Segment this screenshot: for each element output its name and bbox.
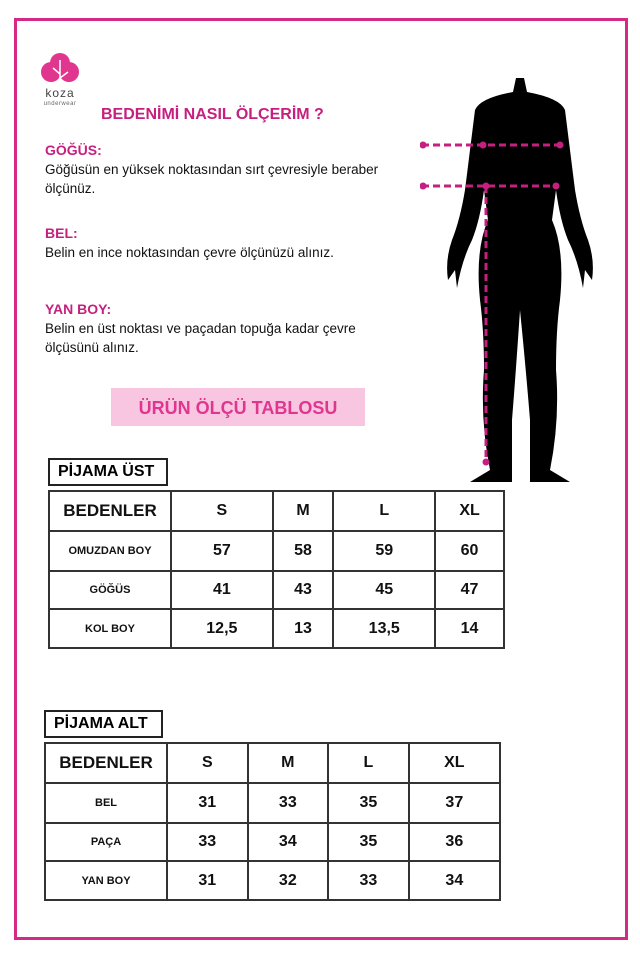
cotton-flower-icon bbox=[41, 53, 79, 82]
cell: 31 bbox=[166, 782, 249, 824]
brand-logo: koza underwear bbox=[36, 52, 84, 108]
cell: 35 bbox=[327, 782, 410, 824]
header-cell: M bbox=[246, 742, 330, 784]
cell: 14 bbox=[434, 608, 505, 649]
cell: 45 bbox=[332, 570, 437, 610]
cell: 43 bbox=[271, 570, 335, 610]
section-heading-waist: BEL: bbox=[45, 225, 78, 241]
section-heading-side-length: YAN BOY: bbox=[45, 301, 112, 317]
cell: 12,5 bbox=[170, 608, 274, 649]
table-row: KOL BOY 12,5 13 13,5 14 bbox=[48, 608, 505, 649]
table-row: BEL 31 33 35 37 bbox=[44, 782, 502, 824]
header-cell: BEDENLER bbox=[44, 742, 168, 784]
page-title: BEDENİMİ NASIL ÖLÇERİM ? bbox=[101, 106, 324, 123]
section-text-side-length: Belin en üst noktası ve paçadan topuğa k… bbox=[45, 321, 356, 355]
cell: 13,5 bbox=[332, 608, 437, 649]
row-label: OMUZDAN BOY bbox=[48, 530, 172, 572]
row-label: YAN BOY bbox=[44, 860, 168, 901]
cell: 33 bbox=[327, 860, 410, 901]
section-text-waist: Belin en ince noktasından çevre ölçünüzü… bbox=[45, 245, 334, 260]
section-text-chest: Göğüsün en yüksek noktasından sırt çevre… bbox=[45, 162, 379, 196]
header-cell: S bbox=[166, 742, 249, 784]
cell: 35 bbox=[327, 822, 410, 862]
cell: 34 bbox=[246, 822, 330, 862]
table-row: GÖĞÜS 41 43 45 47 bbox=[48, 570, 505, 610]
header-cell: XL bbox=[434, 490, 505, 532]
table-row: PAÇA 33 34 35 36 bbox=[44, 822, 502, 862]
cell: 59 bbox=[332, 530, 437, 572]
row-label: PAÇA bbox=[44, 822, 168, 862]
header-cell: BEDENLER bbox=[48, 490, 172, 532]
logo-sub: underwear bbox=[43, 101, 77, 107]
cell: 32 bbox=[246, 860, 330, 901]
cell: 31 bbox=[166, 860, 249, 901]
cell: 57 bbox=[170, 530, 274, 572]
size-table-pajama-top: BEDENLER S M L XL OMUZDAN BOY 57 58 59 6… bbox=[48, 490, 505, 649]
page-frame bbox=[14, 18, 628, 940]
header-cell: L bbox=[332, 490, 437, 532]
size-table-banner: ÜRÜN ÖLÇÜ TABLOSU bbox=[111, 388, 365, 426]
table-row: YAN BOY 31 32 33 34 bbox=[44, 860, 502, 901]
section-heading-chest: GÖĞÜS: bbox=[45, 142, 102, 158]
row-label: GÖĞÜS bbox=[48, 570, 172, 610]
cell: 37 bbox=[407, 782, 502, 824]
cell: 13 bbox=[271, 608, 335, 649]
cell: 47 bbox=[434, 570, 505, 610]
cell: 41 bbox=[170, 570, 274, 610]
table-header-row: BEDENLER S M L XL bbox=[44, 742, 502, 784]
table-title-pajama-bottom: PİJAMA ALT bbox=[44, 710, 163, 738]
size-table-pajama-bottom: BEDENLER S M L XL BEL 31 33 35 37 PAÇA 3… bbox=[44, 742, 502, 901]
header-cell: XL bbox=[407, 742, 502, 784]
row-label: KOL BOY bbox=[48, 608, 172, 649]
cell: 36 bbox=[407, 822, 502, 862]
cell: 33 bbox=[166, 822, 249, 862]
table-row: OMUZDAN BOY 57 58 59 60 bbox=[48, 530, 505, 572]
body-silhouette-illustration bbox=[420, 78, 593, 482]
row-label: BEL bbox=[44, 782, 168, 824]
header-cell: L bbox=[327, 742, 410, 784]
cell: 33 bbox=[246, 782, 330, 824]
cell: 58 bbox=[271, 530, 335, 572]
header-cell: M bbox=[271, 490, 335, 532]
header-cell: S bbox=[170, 490, 274, 532]
cell: 60 bbox=[434, 530, 505, 572]
cell: 34 bbox=[407, 860, 502, 901]
table-title-pajama-top: PİJAMA ÜST bbox=[48, 458, 168, 486]
table-header-row: BEDENLER S M L XL bbox=[48, 490, 505, 532]
logo-name: koza bbox=[45, 86, 75, 100]
